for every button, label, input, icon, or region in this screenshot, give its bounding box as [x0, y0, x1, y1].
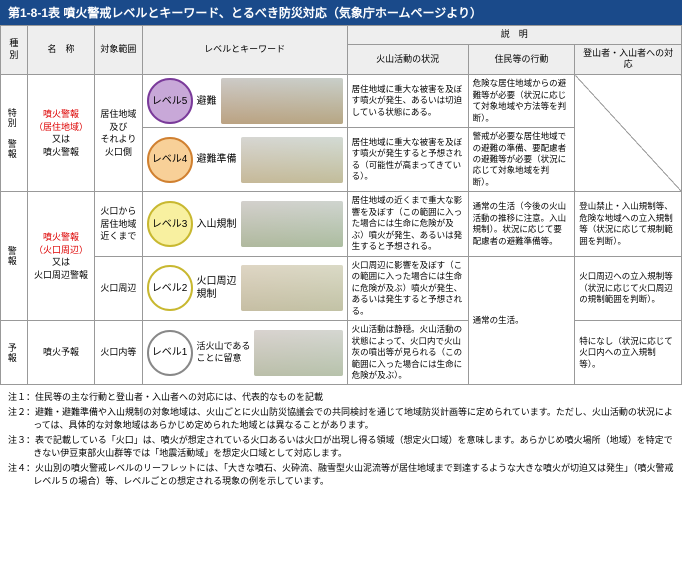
- level-4-cell: レベル4 避難準備: [142, 128, 347, 192]
- name-eruption-warning-residential: 噴火警報 （居住地域） 又は 噴火警報: [27, 75, 95, 192]
- desc-volcano-5: 居住地域に重大な被害を及ぼす噴火が発生、あるいは切迫している状態にある。: [347, 75, 468, 128]
- name-eruption-forecast: 噴火予報: [27, 321, 95, 385]
- level-2-circle: レベル2: [147, 265, 193, 311]
- range-crater-inside: 火口内等: [95, 321, 142, 385]
- desc-climber-2: 火口周辺への立入規制等（状況に応じて火口周辺の規制範囲を判断）。: [575, 256, 682, 320]
- category-special-warning: 特別 警報: [1, 75, 28, 192]
- level-4-illustration: [241, 137, 343, 183]
- header-description: 説 明: [347, 26, 681, 45]
- level-5-illustration: [221, 78, 343, 124]
- desc-resident-4: 警戒が必要な居住地域での避難の準備、要配慮者の避難等が必要（状況に応じて対象地域…: [468, 128, 575, 192]
- level-3-keyword: 入山規制: [197, 218, 237, 231]
- header-volcano-status: 火山活動の状況: [347, 44, 468, 74]
- level-5-circle: レベル5: [147, 78, 193, 124]
- desc-volcano-1: 火山活動は静穏。火山活動の状態によって、火口内で火山灰の噴出等が見られる（この範…: [347, 321, 468, 385]
- header-climber-action: 登山者・入山者への対応: [575, 44, 682, 74]
- range-crater-area: 火口周辺: [95, 256, 142, 320]
- table-number: 第1-8-1表: [8, 6, 60, 20]
- desc-climber-1: 特になし（状況に応じて火口内への立入規制等）。: [575, 321, 682, 385]
- table-title: 第1-8-1表 噴火警戒レベルとキーワード、とるべき防災対応（気象庁ホームページ…: [0, 0, 682, 25]
- level-1-circle: レベル1: [147, 330, 193, 376]
- category-forecast: 予報: [1, 321, 28, 385]
- level-1-illustration: [254, 330, 342, 376]
- header-name: 名 称: [27, 26, 95, 75]
- desc-volcano-3: 居住地域の近くまで重大な影響を及ぼす（この範囲に入った場合には生命に危険が及ぶ）…: [347, 192, 468, 256]
- note-1: 注１：住民等の主な行動と登山者・入山者への対応には、代表的なものを記載: [8, 391, 674, 405]
- level-2-cell: レベル2 火口周辺 規制: [142, 256, 347, 320]
- level-4-keyword: 避難準備: [197, 153, 237, 166]
- header-resident-action: 住民等の行動: [468, 44, 575, 74]
- note-2: 注２：避難・避難準備や入山規制の対象地域は、火山ごとに火山防災協議会での共同検討…: [8, 406, 674, 433]
- desc-resident-2-1: 通常の生活。: [468, 256, 575, 385]
- volcano-alert-table: 種別 名 称 対象範囲 レベルとキーワード 説 明 火山活動の状況 住民等の行動…: [0, 25, 682, 385]
- climber-na-5-4: [575, 75, 682, 192]
- note-4: 注４：火山別の噴火警戒レベルのリーフレットには、「大きな噴石、火砕流、融雪型火山…: [8, 462, 674, 489]
- level-1-keyword: 活火山である ことに留意: [197, 341, 251, 364]
- level-2-illustration: [241, 265, 343, 311]
- table-title-text: 噴火警戒レベルとキーワード、とるべき防災対応（気象庁ホームページより）: [63, 6, 482, 20]
- range-near-residential: 火口から 居住地域 近くまで: [95, 192, 142, 256]
- header-range: 対象範囲: [95, 26, 142, 75]
- note-3: 注３：表で記載している「火口」は、噴火が想定されている火口あるいは火口が出現し得…: [8, 434, 674, 461]
- range-residential: 居住地域 及び それより 火口側: [95, 75, 142, 192]
- desc-climber-3: 登山禁止・入山規制等、危険な地域への立入規制等（状況に応じて規制範囲を判断）。: [575, 192, 682, 256]
- category-warning: 警報: [1, 192, 28, 321]
- level-4-circle: レベル4: [147, 137, 193, 183]
- header-type: 種別: [1, 26, 28, 75]
- level-5-keyword: 避難: [197, 95, 217, 108]
- footnotes: 注１：住民等の主な行動と登山者・入山者への対応には、代表的なものを記載 注２：避…: [0, 385, 682, 496]
- level-2-keyword: 火口周辺 規制: [197, 275, 237, 301]
- level-3-circle: レベル3: [147, 201, 193, 247]
- desc-volcano-2: 火口周辺に影響を及ぼす（この範囲に入った場合には生命に危険が及ぶ）噴火が発生、あ…: [347, 256, 468, 320]
- desc-resident-3: 通常の生活（今後の火山活動の推移に注意。入山規制）。状況に応じて要配慮者の避難準…: [468, 192, 575, 256]
- name-eruption-warning-crater: 噴火警報 （火口周辺） 又は 火口周辺警報: [27, 192, 95, 321]
- level-1-cell: レベル1 活火山である ことに留意: [142, 321, 347, 385]
- level-3-cell: レベル3 入山規制: [142, 192, 347, 256]
- header-level: レベルとキーワード: [142, 26, 347, 75]
- level-3-illustration: [241, 201, 343, 247]
- level-5-cell: レベル5 避難: [142, 75, 347, 128]
- desc-volcano-4: 居住地域に重大な被害を及ぼす噴火が発生すると予想される（可能性が高まってきている…: [347, 128, 468, 192]
- desc-resident-5: 危険な居住地域からの避難等が必要（状況に応じて対象地域や方法等を判断）。: [468, 75, 575, 128]
